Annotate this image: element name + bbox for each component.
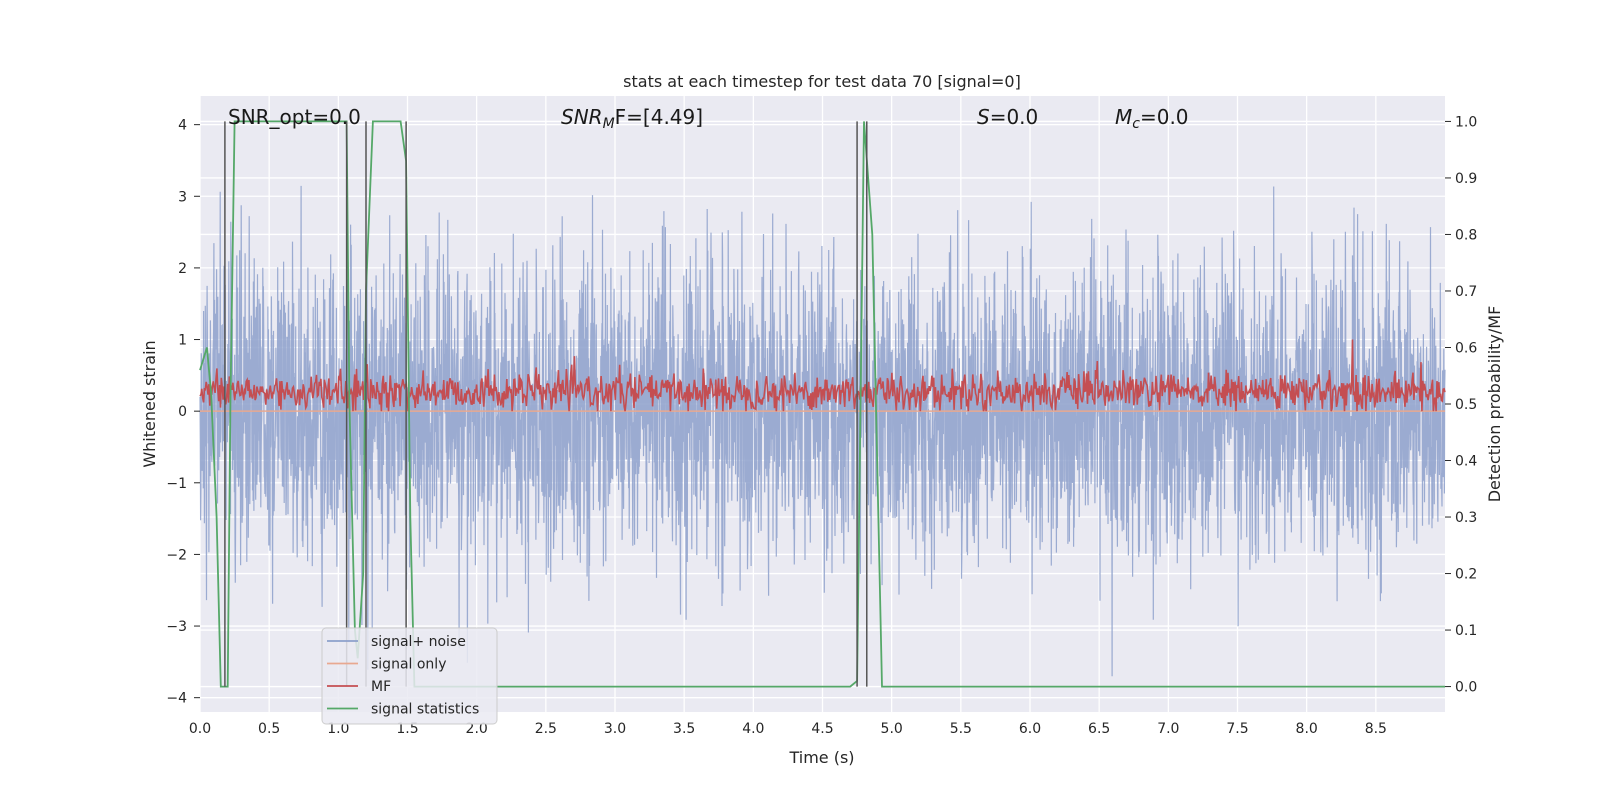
x-tick-label: 1.0 bbox=[327, 721, 349, 737]
legend: signal+ noise signal only MF signal statist… bbox=[321, 627, 498, 725]
annotation-snr-mf-sub: M bbox=[603, 116, 615, 132]
y-tick-label-right: 0.5 bbox=[1455, 397, 1477, 413]
x-tick-label: 4.0 bbox=[742, 721, 764, 737]
legend-box bbox=[321, 627, 498, 725]
vertical-markers bbox=[224, 121, 868, 687]
y-axis-left: −4 −3 −2 −1 0 1 2 3 4 bbox=[166, 118, 200, 707]
x-tick-label: 5.0 bbox=[881, 721, 903, 737]
y-axis-right-title: Detection probability/MF bbox=[1485, 306, 1504, 503]
y-tick-label-right: 0.0 bbox=[1455, 680, 1477, 696]
y-tick-label-left: −1 bbox=[166, 476, 187, 492]
y-tick-label-right: 0.2 bbox=[1455, 567, 1477, 583]
y-tick-label-right: 0.8 bbox=[1455, 227, 1477, 243]
x-tick-label: 7.5 bbox=[1226, 721, 1248, 737]
series-mf bbox=[199, 339, 1446, 412]
y-tick-label-left: 1 bbox=[178, 333, 187, 349]
legend-items: signal+ noise signal only MF signal statist… bbox=[327, 634, 479, 718]
y-tick-label-right: 0.3 bbox=[1455, 510, 1477, 526]
x-tick-label: 0.0 bbox=[189, 721, 211, 737]
x-tick-label: 7.0 bbox=[1157, 721, 1179, 737]
y-tick-label-right: 1.0 bbox=[1455, 114, 1477, 130]
legend-label: signal statistics bbox=[371, 702, 479, 718]
annotation-snr-mf-rest: F=[4.49] bbox=[615, 105, 703, 129]
y-tick-label-right: 0.6 bbox=[1455, 340, 1477, 356]
x-tick-label: 3.0 bbox=[604, 721, 626, 737]
x-tick-label: 2.5 bbox=[535, 721, 557, 737]
annotation-snr-mf: SNRMF=[4.49] bbox=[561, 105, 703, 132]
annotation-mc-base: M bbox=[1115, 105, 1132, 129]
annotation-mc-sub: c bbox=[1132, 116, 1140, 132]
x-tick-label: 2.0 bbox=[466, 721, 488, 737]
x-tick-label: 6.5 bbox=[1088, 721, 1110, 737]
x-axis-title: Time (s) bbox=[788, 748, 854, 767]
legend-label: signal+ noise bbox=[371, 634, 466, 650]
annotation-mc-val: =0.0 bbox=[1140, 105, 1189, 129]
series-signal-noise bbox=[199, 185, 1446, 677]
x-tick-label: 8.0 bbox=[1296, 721, 1318, 737]
y-tick-label-left: 3 bbox=[178, 189, 187, 205]
y-axis-right: 0.0 0.1 0.2 0.3 0.4 0.5 0.6 0.7 0.8 0.9 1.0 bbox=[1445, 114, 1477, 696]
annotation-s: S=0.0 bbox=[977, 105, 1038, 129]
y-tick-label-right: 0.7 bbox=[1455, 284, 1477, 300]
x-axis: 0.0 0.5 1.0 1.5 2.0 2.5 3.0 3.5 4.0 4.5 5.0 5.5 6.0 6… bbox=[189, 721, 1387, 737]
y-tick-label-right: 0.4 bbox=[1455, 454, 1477, 470]
x-tick-label: 5.5 bbox=[950, 721, 972, 737]
annotation-snr-opt: SNR_opt=0.0 bbox=[228, 105, 361, 129]
x-tick-label: 4.5 bbox=[811, 721, 833, 737]
legend-label: signal only bbox=[371, 657, 446, 673]
x-tick-label: 3.5 bbox=[673, 721, 695, 737]
annotation-s-val: =0.0 bbox=[990, 105, 1039, 129]
y-tick-label-right: 0.9 bbox=[1455, 171, 1477, 187]
y-axis-left-title: Whitened strain bbox=[140, 340, 159, 467]
y-tick-label-left: 0 bbox=[178, 404, 187, 420]
x-tick-label: 8.5 bbox=[1365, 721, 1387, 737]
y-tick-label-left: −3 bbox=[166, 619, 187, 635]
x-tick-label: 6.0 bbox=[1019, 721, 1041, 737]
annotation-snr-mf-base: SNR bbox=[561, 105, 603, 129]
annotation-mc: Mc=0.0 bbox=[1115, 105, 1189, 132]
annotation-s-sym: S bbox=[977, 105, 990, 129]
x-tick-label: 0.5 bbox=[258, 721, 280, 737]
chart-title: stats at each timestep for test data 70 … bbox=[623, 72, 1021, 91]
y-tick-label-left: 4 bbox=[178, 118, 187, 134]
legend-label: MF bbox=[371, 679, 391, 695]
y-tick-label-left: −4 bbox=[166, 691, 187, 707]
x-tick-label: 1.5 bbox=[396, 721, 418, 737]
y-tick-label-right: 0.1 bbox=[1455, 623, 1477, 639]
y-tick-label-left: 2 bbox=[178, 261, 187, 277]
y-tick-label-left: −2 bbox=[166, 547, 187, 563]
